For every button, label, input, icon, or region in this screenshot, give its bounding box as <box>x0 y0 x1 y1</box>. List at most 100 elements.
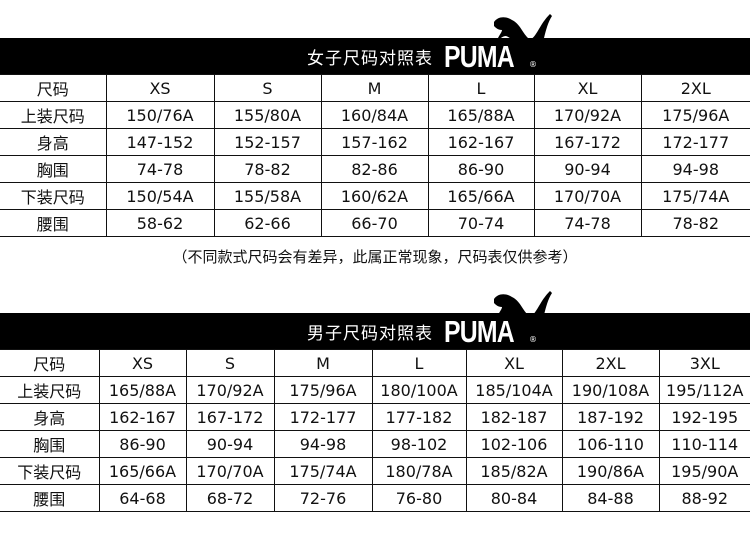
table-cell: 86-90 <box>427 155 535 183</box>
table-cell: XL <box>533 74 642 102</box>
table-header-row: 尺码 XS S M L XL 2XL <box>0 74 750 102</box>
table-cell: 68-72 <box>185 484 275 512</box>
table-cell: 192-195 <box>658 403 750 431</box>
table-cell: S <box>213 74 322 102</box>
table-cell: 90-94 <box>533 155 642 183</box>
table-row: 上装尺码 150/76A 155/80A 160/84A 165/88A 170/92A 1… <box>0 101 750 129</box>
women-chart-title: 女子尺码对照表 <box>307 49 433 69</box>
table-cell: 175/96A <box>273 376 373 404</box>
table-cell: 175/74A <box>273 457 373 485</box>
row-label-cell: 身高 <box>0 128 107 156</box>
registered-mark: ® <box>529 335 537 344</box>
registered-mark: ® <box>529 60 537 69</box>
table-cell: 185/82A <box>465 457 563 485</box>
table-row: 腰围 58-62 62-66 66-70 70-74 74-78 78-82 <box>0 209 750 237</box>
table-cell: XS <box>98 349 187 377</box>
table-row: 腰围 64-68 68-72 72-76 76-80 80-84 84-88 88-92 <box>0 484 750 512</box>
table-cell: 170/70A <box>185 457 275 485</box>
table-cell: 190/108A <box>561 376 660 404</box>
table-row: 身高 147-152 152-157 157-162 162-167 167-172 172… <box>0 128 750 156</box>
table-cell: 70-74 <box>427 209 535 237</box>
table-cell: 162-167 <box>98 403 187 431</box>
table-cell: 110-114 <box>658 430 750 458</box>
table-cell: 165/66A <box>427 182 535 210</box>
table-cell: 177-182 <box>371 403 467 431</box>
table-row: 胸围 74-78 78-82 82-86 86-90 90-94 94-98 <box>0 155 750 183</box>
table-cell: 195/112A <box>658 376 750 404</box>
table-cell: 74-78 <box>105 155 215 183</box>
table-row: 身高 162-167 167-172 172-177 177-182 182-187 187… <box>0 403 750 431</box>
table-cell: M <box>320 74 429 102</box>
table-cell: 66-70 <box>320 209 429 237</box>
table-cell: 170/92A <box>185 376 275 404</box>
table-cell: 185/104A <box>465 376 563 404</box>
table-cell: 86-90 <box>98 430 187 458</box>
table-header-row: 尺码 XS S M L XL 2XL 3XL <box>0 349 750 377</box>
table-cell: S <box>185 349 275 377</box>
table-cell: L <box>427 74 535 102</box>
table-cell: 2XL <box>561 349 660 377</box>
table-cell: 155/80A <box>213 101 322 129</box>
table-cell: 180/100A <box>371 376 467 404</box>
table-cell: M <box>273 349 373 377</box>
table-cell: 3XL <box>658 349 750 377</box>
table-cell: 94-98 <box>640 155 750 183</box>
table-cell: 165/88A <box>427 101 535 129</box>
row-label-cell: 胸围 <box>0 430 100 458</box>
table-cell: 58-62 <box>105 209 215 237</box>
table-cell: 84-88 <box>561 484 660 512</box>
table-cell: 155/58A <box>213 182 322 210</box>
row-label-cell: 下装尺码 <box>0 182 107 210</box>
row-label-cell: 下装尺码 <box>0 457 100 485</box>
men-title-bar: 男子尺码对照表 PUMA ® <box>0 313 750 349</box>
table-cell: 165/88A <box>98 376 187 404</box>
table-cell: 175/74A <box>640 182 750 210</box>
table-cell: 80-84 <box>465 484 563 512</box>
table-cell: 147-152 <box>105 128 215 156</box>
puma-logo-text: PUMA <box>444 39 515 74</box>
puma-logo-text: PUMA <box>444 314 515 349</box>
table-cell: 190/86A <box>561 457 660 485</box>
row-label-cell: 腰围 <box>0 484 100 512</box>
table-cell: 94-98 <box>273 430 373 458</box>
table-cell: XL <box>465 349 563 377</box>
row-label-cell: 身高 <box>0 403 100 431</box>
table-row: 下装尺码 150/54A 155/58A 160/62A 165/66A 170/70A 1… <box>0 182 750 210</box>
table-cell: 167-172 <box>533 128 642 156</box>
table-cell: 162-167 <box>427 128 535 156</box>
table-cell: 102-106 <box>465 430 563 458</box>
table-cell: 195/90A <box>658 457 750 485</box>
row-label-cell: 腰围 <box>0 209 107 237</box>
table-cell: 150/76A <box>105 101 215 129</box>
table-cell: 82-86 <box>320 155 429 183</box>
row-label-cell: 尺码 <box>0 74 107 102</box>
table-cell: 106-110 <box>561 430 660 458</box>
table-cell: 150/54A <box>105 182 215 210</box>
row-label-cell: 上装尺码 <box>0 376 100 404</box>
table-cell: 167-172 <box>185 403 275 431</box>
table-row: 下装尺码 165/66A 170/70A 175/74A 180/78A 185/82A 1… <box>0 457 750 485</box>
table-cell: 62-66 <box>213 209 322 237</box>
table-cell: 72-76 <box>273 484 373 512</box>
table-cell: 78-82 <box>640 209 750 237</box>
table-cell: 74-78 <box>533 209 642 237</box>
row-label-cell: 尺码 <box>0 349 100 377</box>
table-cell: 165/66A <box>98 457 187 485</box>
table-cell: 88-92 <box>658 484 750 512</box>
table-cell: 175/96A <box>640 101 750 129</box>
size-disclaimer-note: （不同款式尺码会有差异，此属正常现象，尺码表仅供参考） <box>172 248 578 266</box>
women-title-bar: 女子尺码对照表 PUMA ® <box>0 38 750 74</box>
row-label-cell: 胸围 <box>0 155 107 183</box>
table-row: 胸围 86-90 90-94 94-98 98-102 102-106 106-110 110… <box>0 430 750 458</box>
table-cell: 170/70A <box>533 182 642 210</box>
table-cell: 172-177 <box>640 128 750 156</box>
table-cell: 98-102 <box>371 430 467 458</box>
table-cell: 64-68 <box>98 484 187 512</box>
men-chart-title: 男子尺码对照表 <box>307 324 433 344</box>
table-cell: 180/78A <box>371 457 467 485</box>
table-cell: 157-162 <box>320 128 429 156</box>
men-size-table: 尺码 XS S M L XL 2XL 3XL 上装尺码 165/88A 170/92A 175/96A… <box>0 349 750 512</box>
table-cell: 170/92A <box>533 101 642 129</box>
table-cell: 152-157 <box>213 128 322 156</box>
table-cell: L <box>371 349 467 377</box>
